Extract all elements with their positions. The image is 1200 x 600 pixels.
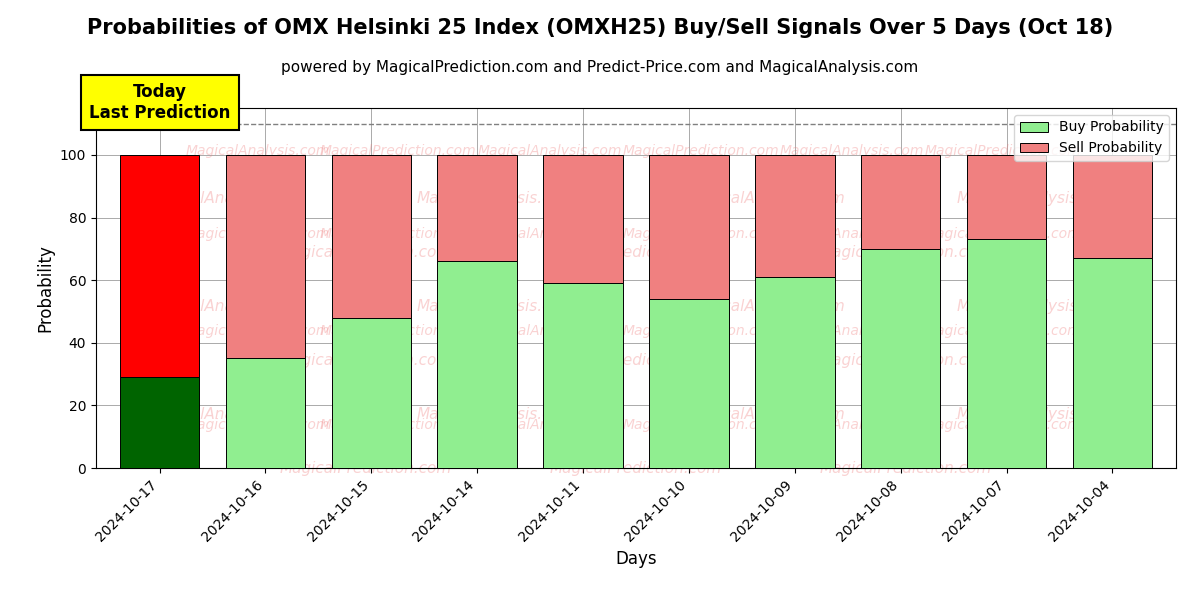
Text: MagicalPrediction.com: MagicalPrediction.com — [280, 461, 452, 475]
Text: MagicalPrediction.com: MagicalPrediction.com — [623, 324, 779, 338]
Text: MagicalAnalysis.com: MagicalAnalysis.com — [780, 324, 924, 338]
Text: MagicalAnalysis.com: MagicalAnalysis.com — [186, 324, 330, 338]
Text: MagicalAnalysis.com: MagicalAnalysis.com — [416, 191, 575, 205]
Y-axis label: Probability: Probability — [36, 244, 54, 332]
Text: MagicalAnalysis.com: MagicalAnalysis.com — [146, 407, 305, 421]
Text: MagicalAnalysis.com: MagicalAnalysis.com — [780, 418, 924, 432]
Text: MagicalPrediction.com: MagicalPrediction.com — [925, 144, 1081, 158]
Bar — [544, 155, 623, 283]
Text: MagicalPrediction.com: MagicalPrediction.com — [550, 245, 722, 259]
Text: powered by MagicalPrediction.com and Predict-Price.com and MagicalAnalysis.com: powered by MagicalPrediction.com and Pre… — [281, 60, 919, 75]
Text: Probabilities of OMX Helsinki 25 Index (OMXH25) Buy/Sell Signals Over 5 Days (Oc: Probabilities of OMX Helsinki 25 Index (… — [86, 18, 1114, 38]
Text: MagicalPrediction.com: MagicalPrediction.com — [925, 227, 1081, 241]
Text: MagicalPrediction.com: MagicalPrediction.com — [320, 144, 476, 158]
Text: MagicalAnalysis.com: MagicalAnalysis.com — [956, 298, 1115, 313]
Text: MagicalAnalysis.com: MagicalAnalysis.com — [146, 298, 305, 313]
Text: MagicalPrediction.com: MagicalPrediction.com — [280, 245, 452, 259]
Bar — [649, 155, 728, 299]
Bar — [649, 299, 728, 468]
Bar — [967, 155, 1046, 239]
X-axis label: Days: Days — [616, 550, 656, 568]
Bar — [438, 155, 517, 262]
Text: MagicalAnalysis.com: MagicalAnalysis.com — [780, 144, 924, 158]
Text: MagicalPrediction.com: MagicalPrediction.com — [623, 227, 779, 241]
Bar — [862, 155, 941, 249]
Text: Today
Last Prediction: Today Last Prediction — [89, 83, 230, 122]
Text: MagicalAnalysis.com: MagicalAnalysis.com — [956, 191, 1115, 205]
Text: MagicalAnalysis.com: MagicalAnalysis.com — [478, 418, 622, 432]
Text: MagicalPrediction.com: MagicalPrediction.com — [925, 418, 1081, 432]
Text: MagicalAnalysis.com: MagicalAnalysis.com — [186, 144, 330, 158]
Text: MagicalPrediction.com: MagicalPrediction.com — [820, 245, 992, 259]
Text: MagicalPrediction.com: MagicalPrediction.com — [820, 352, 992, 367]
Text: MagicalAnalysis.com: MagicalAnalysis.com — [686, 191, 845, 205]
Bar — [226, 155, 305, 358]
Bar — [226, 358, 305, 468]
Text: MagicalPrediction.com: MagicalPrediction.com — [320, 324, 476, 338]
Text: MagicalPrediction.com: MagicalPrediction.com — [623, 418, 779, 432]
Text: MagicalAnalysis.com: MagicalAnalysis.com — [956, 407, 1115, 421]
Bar — [438, 262, 517, 468]
Bar — [120, 155, 199, 377]
Text: MagicalAnalysis.com: MagicalAnalysis.com — [780, 227, 924, 241]
Text: MagicalAnalysis.com: MagicalAnalysis.com — [416, 407, 575, 421]
Text: MagicalPrediction.com: MagicalPrediction.com — [925, 324, 1081, 338]
Bar — [755, 155, 834, 277]
Bar — [862, 249, 941, 468]
Text: MagicalPrediction.com: MagicalPrediction.com — [320, 227, 476, 241]
Bar — [331, 318, 412, 468]
Text: MagicalPrediction.com: MagicalPrediction.com — [280, 352, 452, 367]
Legend: Buy Probability, Sell Probability: Buy Probability, Sell Probability — [1014, 115, 1169, 161]
Text: MagicalAnalysis.com: MagicalAnalysis.com — [416, 298, 575, 313]
Bar — [120, 377, 199, 468]
Text: MagicalPrediction.com: MagicalPrediction.com — [820, 461, 992, 475]
Text: MagicalPrediction.com: MagicalPrediction.com — [550, 352, 722, 367]
Text: MagicalAnalysis.com: MagicalAnalysis.com — [478, 144, 622, 158]
Text: MagicalAnalysis.com: MagicalAnalysis.com — [186, 227, 330, 241]
Text: MagicalAnalysis.com: MagicalAnalysis.com — [686, 298, 845, 313]
Text: MagicalAnalysis.com: MagicalAnalysis.com — [478, 227, 622, 241]
Bar — [967, 239, 1046, 468]
Bar — [331, 155, 412, 318]
Text: MagicalPrediction.com: MagicalPrediction.com — [320, 418, 476, 432]
Text: MagicalPrediction.com: MagicalPrediction.com — [623, 144, 779, 158]
Bar — [1073, 258, 1152, 468]
Bar — [1073, 155, 1152, 258]
Text: MagicalAnalysis.com: MagicalAnalysis.com — [146, 191, 305, 205]
Text: MagicalAnalysis.com: MagicalAnalysis.com — [186, 418, 330, 432]
Text: MagicalPrediction.com: MagicalPrediction.com — [550, 461, 722, 475]
Bar — [755, 277, 834, 468]
Bar — [544, 283, 623, 468]
Text: MagicalAnalysis.com: MagicalAnalysis.com — [686, 407, 845, 421]
Text: MagicalAnalysis.com: MagicalAnalysis.com — [478, 324, 622, 338]
